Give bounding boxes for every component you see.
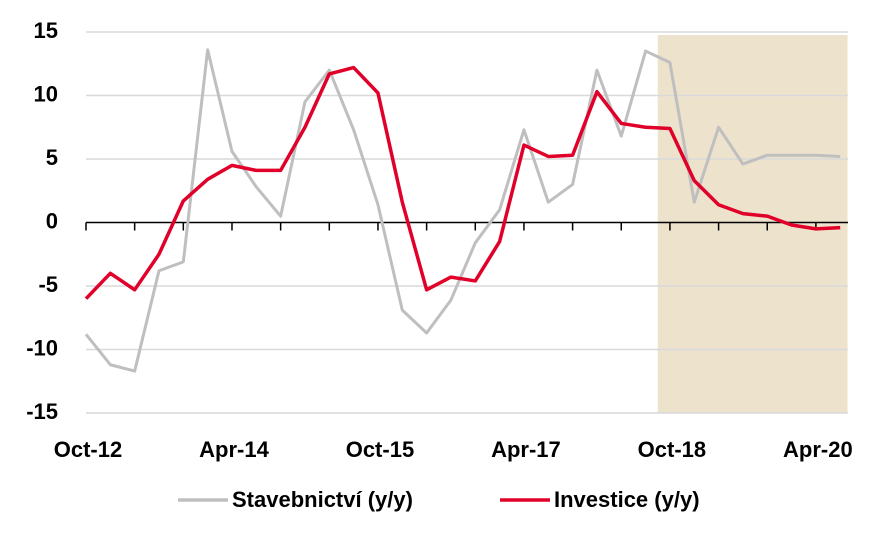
y-tick-label: -10 [26,335,58,360]
x-tick-label: Oct-15 [346,437,414,462]
shaded-region [657,35,848,413]
x-tick-label: Oct-18 [638,437,706,462]
y-tick-label: -5 [38,272,58,297]
x-tick-label: Oct-12 [54,437,122,462]
legend-label: Stavebnictví (y/y) [232,487,413,512]
y-tick-label: 15 [34,18,58,43]
y-tick-label: -15 [26,399,58,424]
line-series [84,65,841,300]
x-tick-label: Apr-20 [783,437,853,462]
legend-label: Investice (y/y) [554,487,700,512]
y-tick-label: 0 [46,208,58,233]
y-tick-label: 5 [46,145,58,170]
x-tick-label: Apr-17 [491,437,561,462]
line-series [84,48,841,373]
x-tick-label: Apr-14 [199,437,269,462]
y-tick-label: 10 [34,81,58,106]
